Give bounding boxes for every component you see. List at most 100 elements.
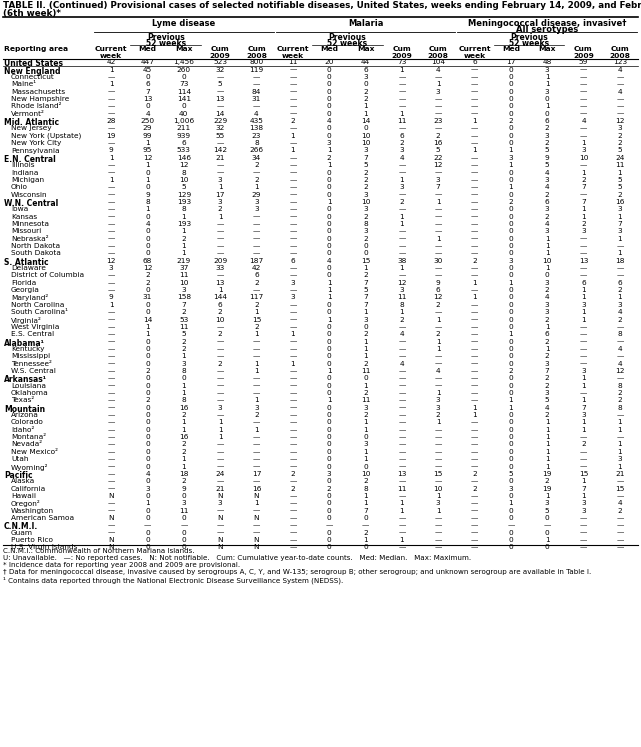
Text: 0: 0: [327, 221, 331, 227]
Text: —: —: [217, 229, 224, 235]
Text: 4: 4: [327, 118, 331, 124]
Text: —: —: [108, 530, 115, 536]
Text: 1: 1: [508, 162, 513, 168]
Text: 0: 0: [145, 530, 150, 536]
Text: 0: 0: [363, 464, 368, 470]
Text: —: —: [435, 522, 442, 528]
Text: 1: 1: [181, 382, 186, 388]
Text: —: —: [108, 420, 115, 426]
Text: —: —: [289, 250, 297, 256]
Text: —: —: [616, 537, 624, 543]
Text: 0: 0: [145, 74, 150, 80]
Text: 15: 15: [615, 486, 624, 492]
Text: —: —: [108, 331, 115, 337]
Text: —: —: [253, 221, 260, 227]
Text: —: —: [217, 273, 224, 279]
Text: 3: 3: [436, 500, 440, 506]
Text: 0: 0: [508, 287, 513, 293]
Text: —: —: [580, 324, 587, 330]
Text: —: —: [580, 390, 587, 396]
Text: —: —: [435, 375, 442, 382]
Text: —: —: [580, 522, 587, 528]
Text: 1: 1: [218, 287, 222, 293]
Text: —: —: [217, 324, 224, 330]
Text: —: —: [108, 236, 115, 242]
Text: 146: 146: [177, 155, 191, 161]
Text: 0: 0: [545, 530, 549, 536]
Text: 1: 1: [145, 500, 150, 506]
Text: 3: 3: [254, 405, 259, 411]
Text: 1: 1: [617, 427, 622, 433]
Text: —: —: [289, 464, 297, 470]
Text: Kentucky: Kentucky: [11, 346, 44, 352]
Text: N: N: [108, 545, 114, 551]
Text: 0: 0: [363, 81, 368, 87]
Text: 0: 0: [508, 89, 513, 95]
Text: 0: 0: [145, 545, 150, 551]
Text: 0: 0: [181, 515, 186, 521]
Text: 1: 1: [109, 177, 113, 183]
Text: —: —: [253, 287, 260, 293]
Text: 11: 11: [397, 118, 406, 124]
Text: —: —: [435, 324, 442, 330]
Text: —: —: [217, 368, 224, 374]
Text: 59: 59: [579, 59, 588, 65]
Text: —: —: [362, 522, 369, 528]
Text: 1: 1: [581, 170, 586, 176]
Text: —: —: [470, 74, 478, 80]
Text: 0: 0: [327, 537, 331, 543]
Text: —: —: [616, 412, 624, 418]
Text: —: —: [289, 405, 297, 411]
Text: 13: 13: [579, 258, 588, 264]
Text: 0: 0: [508, 361, 513, 367]
Text: —: —: [289, 185, 297, 190]
Text: 0: 0: [327, 500, 331, 506]
Text: 6: 6: [545, 331, 549, 337]
Text: —: —: [289, 515, 297, 521]
Text: 2: 2: [218, 331, 222, 337]
Text: 9: 9: [436, 280, 440, 286]
Text: —: —: [616, 522, 624, 528]
Text: 1: 1: [181, 427, 186, 433]
Text: —: —: [398, 464, 406, 470]
Text: —: —: [289, 265, 297, 271]
Text: 187: 187: [249, 258, 263, 264]
Text: —: —: [398, 353, 406, 359]
Text: —: —: [435, 103, 442, 109]
Text: —: —: [108, 508, 115, 514]
Text: 0: 0: [327, 441, 331, 447]
Text: 1: 1: [508, 405, 513, 411]
Text: —: —: [398, 449, 406, 455]
Text: 8: 8: [617, 405, 622, 411]
Text: 2: 2: [254, 162, 259, 168]
Text: 2: 2: [363, 361, 368, 367]
Text: 2: 2: [617, 508, 622, 514]
Text: Idaho²: Idaho²: [11, 427, 35, 433]
Text: 1: 1: [581, 427, 586, 433]
Text: —: —: [435, 456, 442, 462]
Text: 1: 1: [327, 147, 331, 153]
Text: 2: 2: [472, 486, 477, 492]
Text: —: —: [470, 338, 478, 344]
Text: 0: 0: [508, 177, 513, 183]
Text: —: —: [398, 96, 406, 102]
Text: 1: 1: [181, 243, 186, 249]
Text: —: —: [144, 522, 151, 528]
Text: 0: 0: [181, 537, 186, 543]
Text: 1,456: 1,456: [174, 59, 194, 65]
Text: 1: 1: [363, 346, 368, 352]
Text: —: —: [435, 537, 442, 543]
Text: 6: 6: [181, 140, 186, 146]
Text: 3: 3: [254, 206, 259, 212]
Text: 31: 31: [252, 96, 261, 102]
Text: —: —: [470, 382, 478, 388]
Text: —: —: [470, 81, 478, 87]
Text: —: —: [435, 464, 442, 470]
Text: 6: 6: [545, 199, 549, 205]
Text: —: —: [217, 449, 224, 455]
Text: —: —: [108, 382, 115, 388]
Text: 0: 0: [508, 243, 513, 249]
Text: 0: 0: [508, 265, 513, 271]
Text: 2: 2: [545, 375, 549, 382]
Text: 2: 2: [363, 273, 368, 279]
